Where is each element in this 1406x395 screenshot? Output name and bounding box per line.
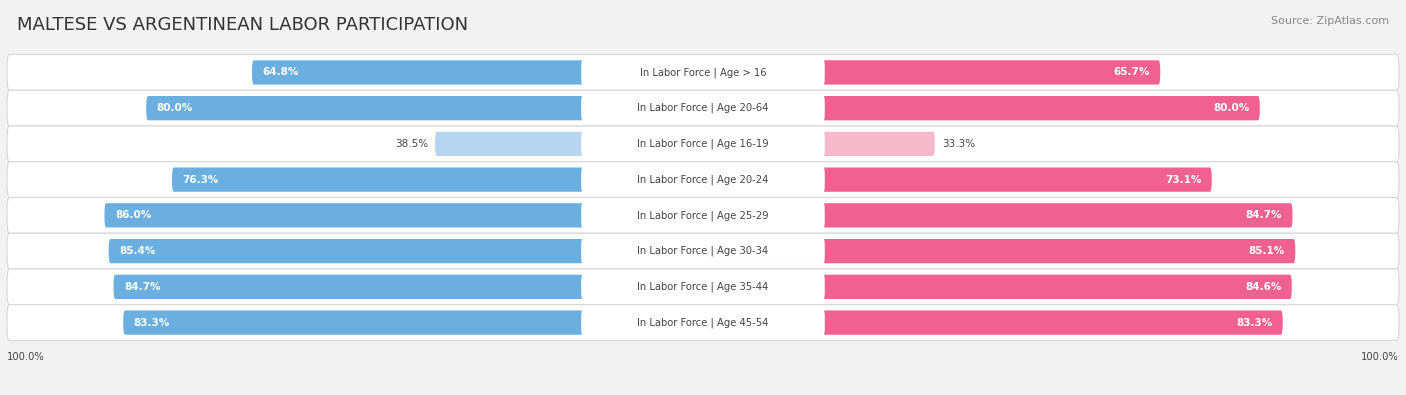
Text: In Labor Force | Age 20-24: In Labor Force | Age 20-24 bbox=[637, 174, 769, 185]
FancyBboxPatch shape bbox=[7, 198, 1399, 233]
FancyBboxPatch shape bbox=[7, 162, 1399, 198]
FancyBboxPatch shape bbox=[581, 131, 825, 157]
Text: 84.6%: 84.6% bbox=[1244, 282, 1281, 292]
Text: 85.4%: 85.4% bbox=[120, 246, 156, 256]
FancyBboxPatch shape bbox=[146, 96, 703, 120]
FancyBboxPatch shape bbox=[104, 203, 703, 228]
Text: 80.0%: 80.0% bbox=[1213, 103, 1250, 113]
FancyBboxPatch shape bbox=[7, 126, 1399, 162]
Text: 80.0%: 80.0% bbox=[156, 103, 193, 113]
FancyBboxPatch shape bbox=[581, 274, 825, 300]
Text: 64.8%: 64.8% bbox=[263, 68, 299, 77]
Text: Source: ZipAtlas.com: Source: ZipAtlas.com bbox=[1271, 16, 1389, 26]
FancyBboxPatch shape bbox=[252, 60, 703, 85]
FancyBboxPatch shape bbox=[581, 167, 825, 192]
FancyBboxPatch shape bbox=[703, 275, 1292, 299]
Text: 84.7%: 84.7% bbox=[1246, 211, 1282, 220]
FancyBboxPatch shape bbox=[581, 310, 825, 335]
Text: 38.5%: 38.5% bbox=[395, 139, 427, 149]
Text: 100.0%: 100.0% bbox=[7, 352, 45, 361]
Text: In Labor Force | Age 25-29: In Labor Force | Age 25-29 bbox=[637, 210, 769, 221]
Text: In Labor Force | Age > 16: In Labor Force | Age > 16 bbox=[640, 67, 766, 78]
FancyBboxPatch shape bbox=[172, 167, 703, 192]
FancyBboxPatch shape bbox=[703, 203, 1292, 228]
FancyBboxPatch shape bbox=[703, 167, 1212, 192]
FancyBboxPatch shape bbox=[124, 310, 703, 335]
Text: 86.0%: 86.0% bbox=[115, 211, 152, 220]
FancyBboxPatch shape bbox=[581, 95, 825, 121]
FancyBboxPatch shape bbox=[7, 90, 1399, 126]
Text: 83.3%: 83.3% bbox=[1236, 318, 1272, 327]
Text: 73.1%: 73.1% bbox=[1166, 175, 1201, 184]
Text: In Labor Force | Age 20-64: In Labor Force | Age 20-64 bbox=[637, 103, 769, 113]
Text: MALTESE VS ARGENTINEAN LABOR PARTICIPATION: MALTESE VS ARGENTINEAN LABOR PARTICIPATI… bbox=[17, 16, 468, 34]
FancyBboxPatch shape bbox=[7, 55, 1399, 90]
FancyBboxPatch shape bbox=[7, 269, 1399, 305]
FancyBboxPatch shape bbox=[114, 275, 703, 299]
FancyBboxPatch shape bbox=[581, 238, 825, 264]
FancyBboxPatch shape bbox=[581, 203, 825, 228]
Text: 85.1%: 85.1% bbox=[1249, 246, 1285, 256]
FancyBboxPatch shape bbox=[434, 132, 703, 156]
Text: 84.7%: 84.7% bbox=[124, 282, 160, 292]
Text: In Labor Force | Age 16-19: In Labor Force | Age 16-19 bbox=[637, 139, 769, 149]
Text: 65.7%: 65.7% bbox=[1114, 68, 1150, 77]
FancyBboxPatch shape bbox=[108, 239, 703, 263]
FancyBboxPatch shape bbox=[703, 239, 1295, 263]
Text: 33.3%: 33.3% bbox=[942, 139, 974, 149]
Text: In Labor Force | Age 35-44: In Labor Force | Age 35-44 bbox=[637, 282, 769, 292]
FancyBboxPatch shape bbox=[703, 310, 1282, 335]
Text: In Labor Force | Age 45-54: In Labor Force | Age 45-54 bbox=[637, 317, 769, 328]
Text: In Labor Force | Age 30-34: In Labor Force | Age 30-34 bbox=[637, 246, 769, 256]
Text: 76.3%: 76.3% bbox=[183, 175, 219, 184]
FancyBboxPatch shape bbox=[581, 60, 825, 85]
FancyBboxPatch shape bbox=[7, 233, 1399, 269]
FancyBboxPatch shape bbox=[703, 132, 935, 156]
Text: 83.3%: 83.3% bbox=[134, 318, 170, 327]
FancyBboxPatch shape bbox=[703, 96, 1260, 120]
Text: 100.0%: 100.0% bbox=[1361, 352, 1399, 361]
FancyBboxPatch shape bbox=[7, 305, 1399, 340]
FancyBboxPatch shape bbox=[703, 60, 1160, 85]
